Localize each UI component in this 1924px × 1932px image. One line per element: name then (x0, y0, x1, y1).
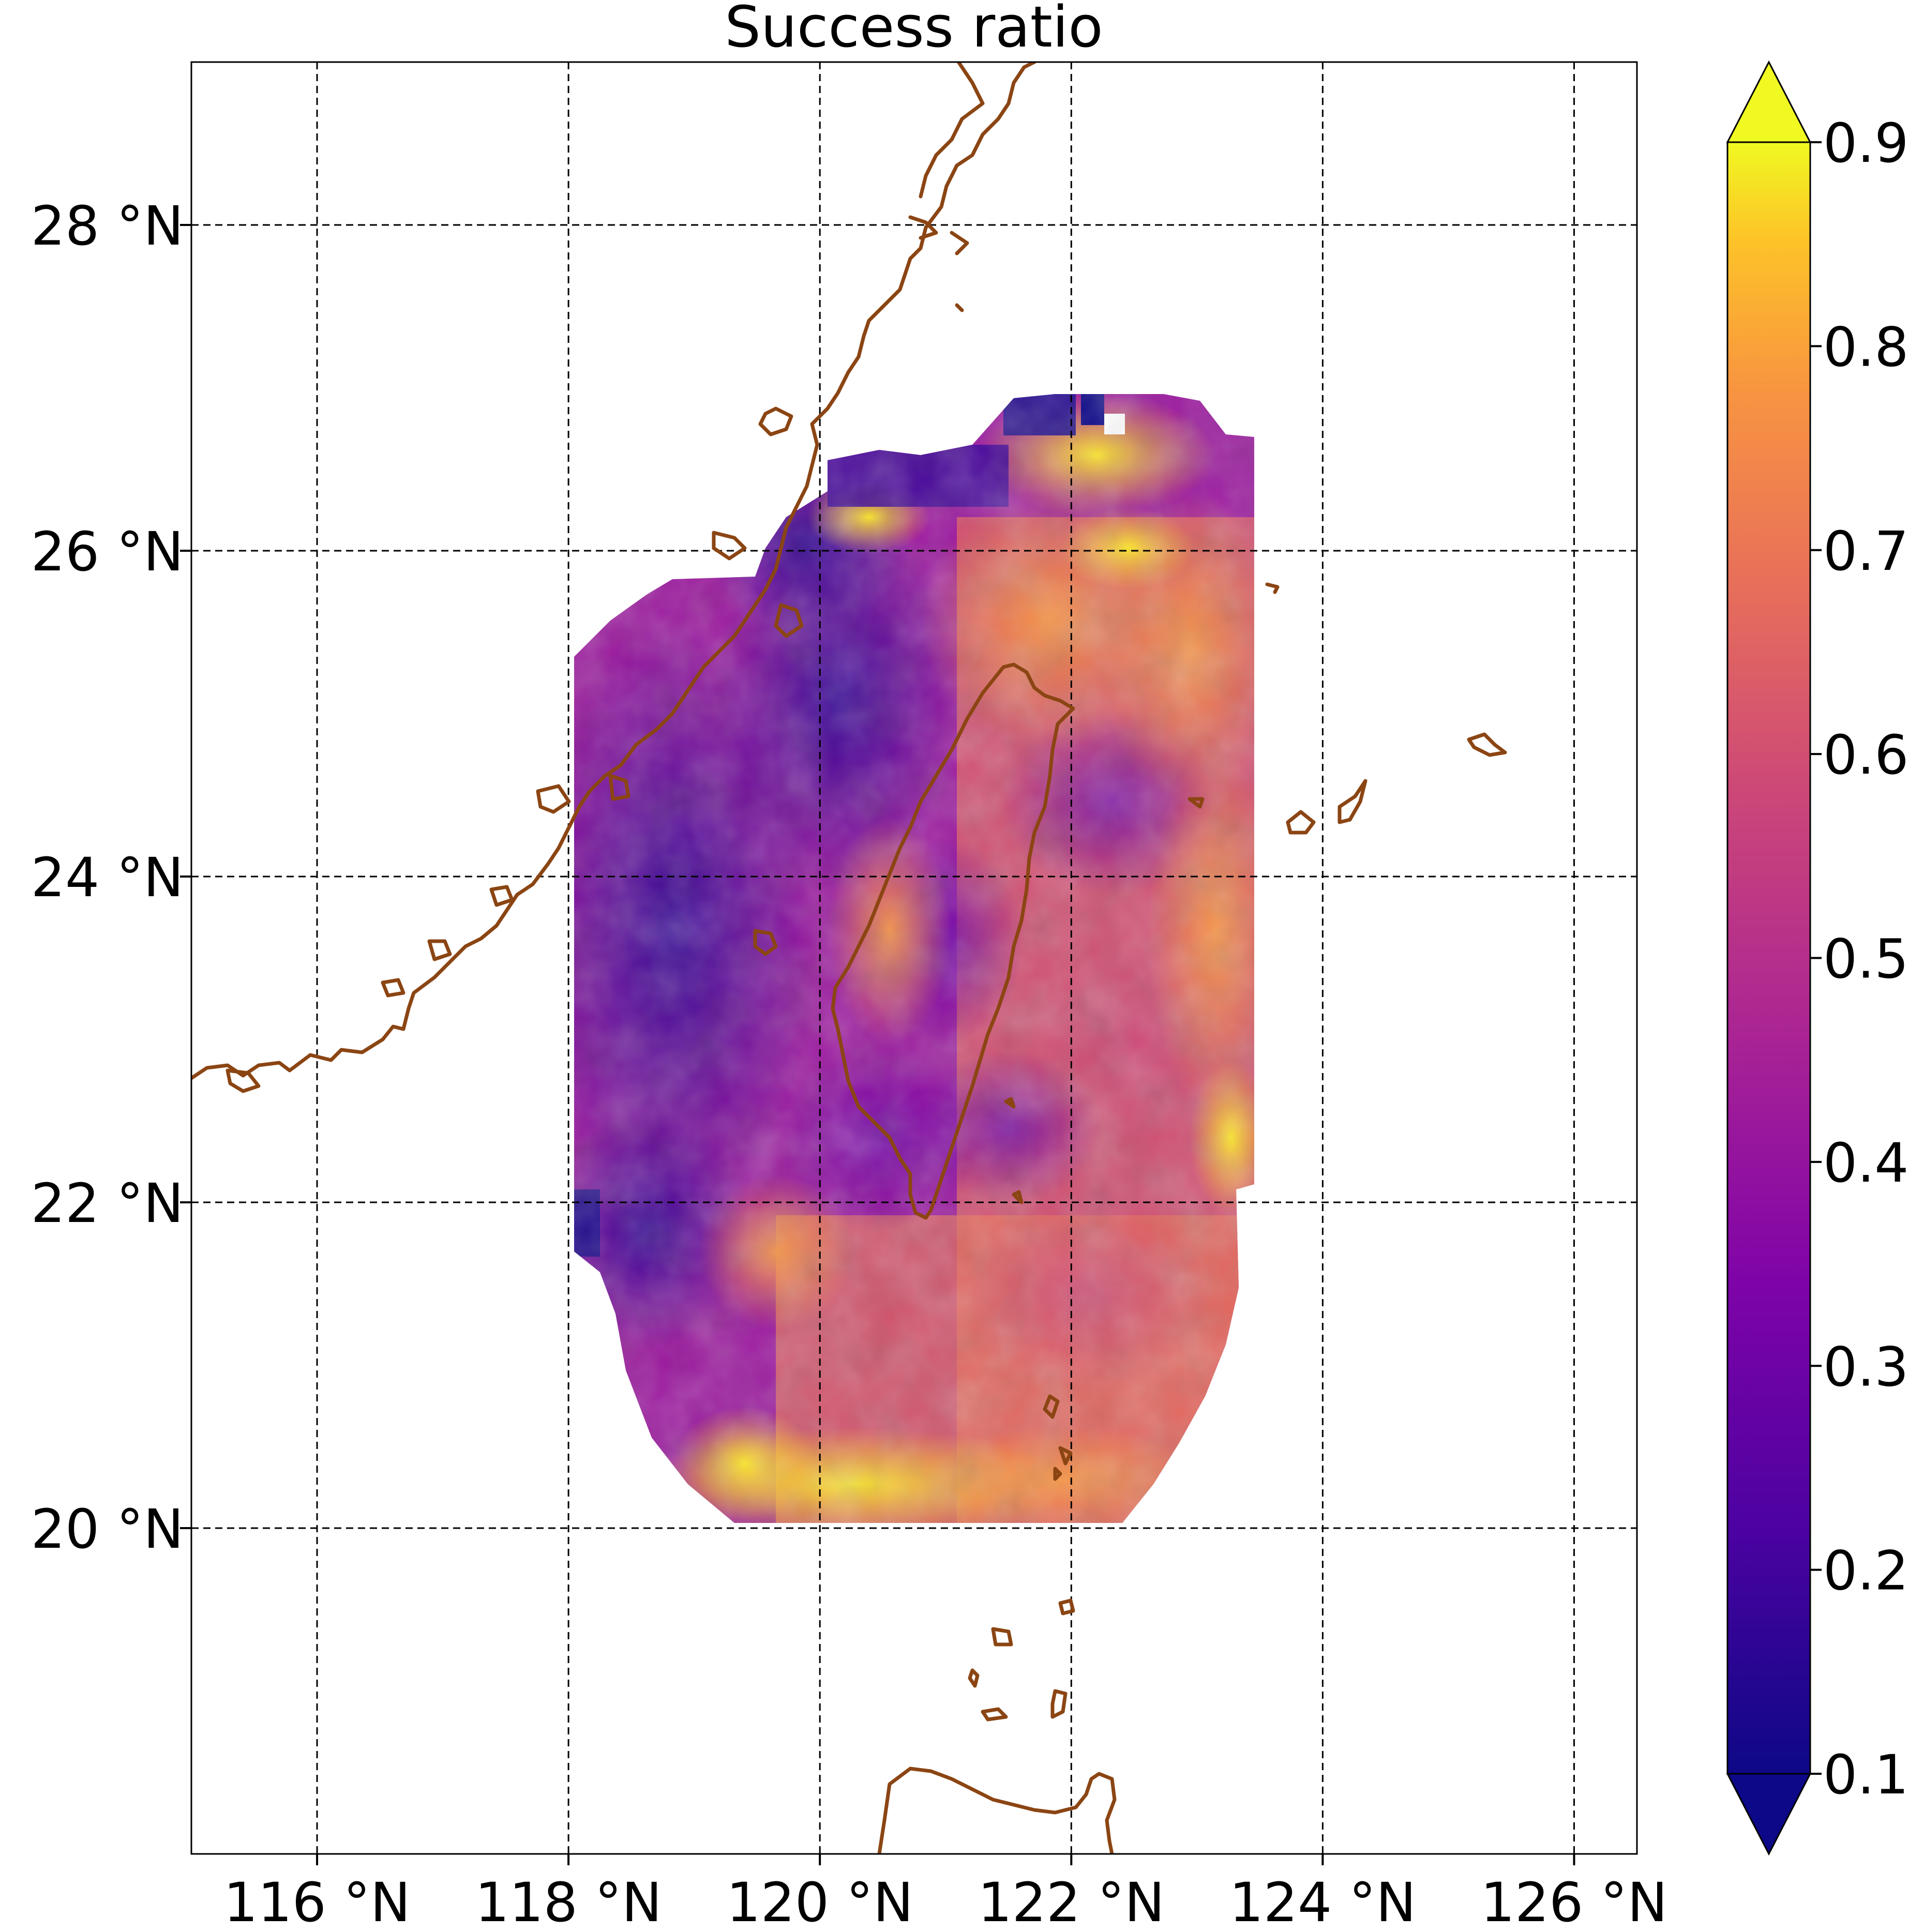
colorbar-tick-label: 0.9 (1823, 112, 1908, 175)
map-grid (191, 62, 1637, 1854)
lon-tick-label: 122 °N (978, 1871, 1165, 1932)
lon-tick-label: 124 °N (1229, 1871, 1416, 1932)
lat-tick-label: 20 °N (31, 1498, 184, 1561)
colorbar-gradient (1726, 141, 1811, 1775)
colorbar-tick-label: 0.6 (1823, 723, 1908, 787)
colorbar-ticks: 0.1 0.2 0.3 0.4 0.5 0.6 0.7 0.8 0.9 (1810, 112, 1908, 1806)
colorbar-tick-label: 0.8 (1823, 315, 1908, 379)
longitude-axis: 116 °N 118 °N 120 °N 122 °N 124 °N 126 °N (223, 1854, 1667, 1932)
lat-tick-label: 26 °N (31, 520, 184, 583)
colorbar-tick-label: 0.2 (1823, 1539, 1908, 1603)
colorbar-tick-label: 0.5 (1823, 928, 1908, 991)
lat-tick-label: 24 °N (31, 846, 184, 909)
lon-tick-label: 120 °N (727, 1871, 913, 1932)
lon-tick-label: 118 °N (475, 1871, 662, 1932)
colorbar-tick-label: 0.7 (1823, 520, 1908, 583)
lon-tick-label: 126 °N (1481, 1871, 1667, 1932)
lat-tick-label: 22 °N (31, 1172, 184, 1235)
colorbar-tick-label: 0.3 (1823, 1335, 1908, 1398)
colorbar-tick-label: 0.1 (1823, 1743, 1908, 1806)
latitude-axis: 20 °N 22 °N 24 °N 26 °N 28 °N (31, 194, 191, 1561)
chart-title: Success ratio (725, 0, 1103, 60)
colorbar-tick-label: 0.4 (1823, 1131, 1908, 1195)
colorbar-extend-max (1726, 60, 1812, 143)
success-ratio-field (574, 394, 1254, 1523)
coastline (191, 62, 1507, 1854)
colorbar: 0.1 0.2 0.3 0.4 0.5 0.6 0.7 0.8 0.9 (1726, 60, 1908, 1856)
colorbar-extend-min (1726, 1773, 1812, 1856)
map-frame (190, 61, 1638, 1855)
lat-tick-label: 28 °N (31, 194, 184, 258)
lon-tick-label: 116 °N (223, 1871, 410, 1932)
